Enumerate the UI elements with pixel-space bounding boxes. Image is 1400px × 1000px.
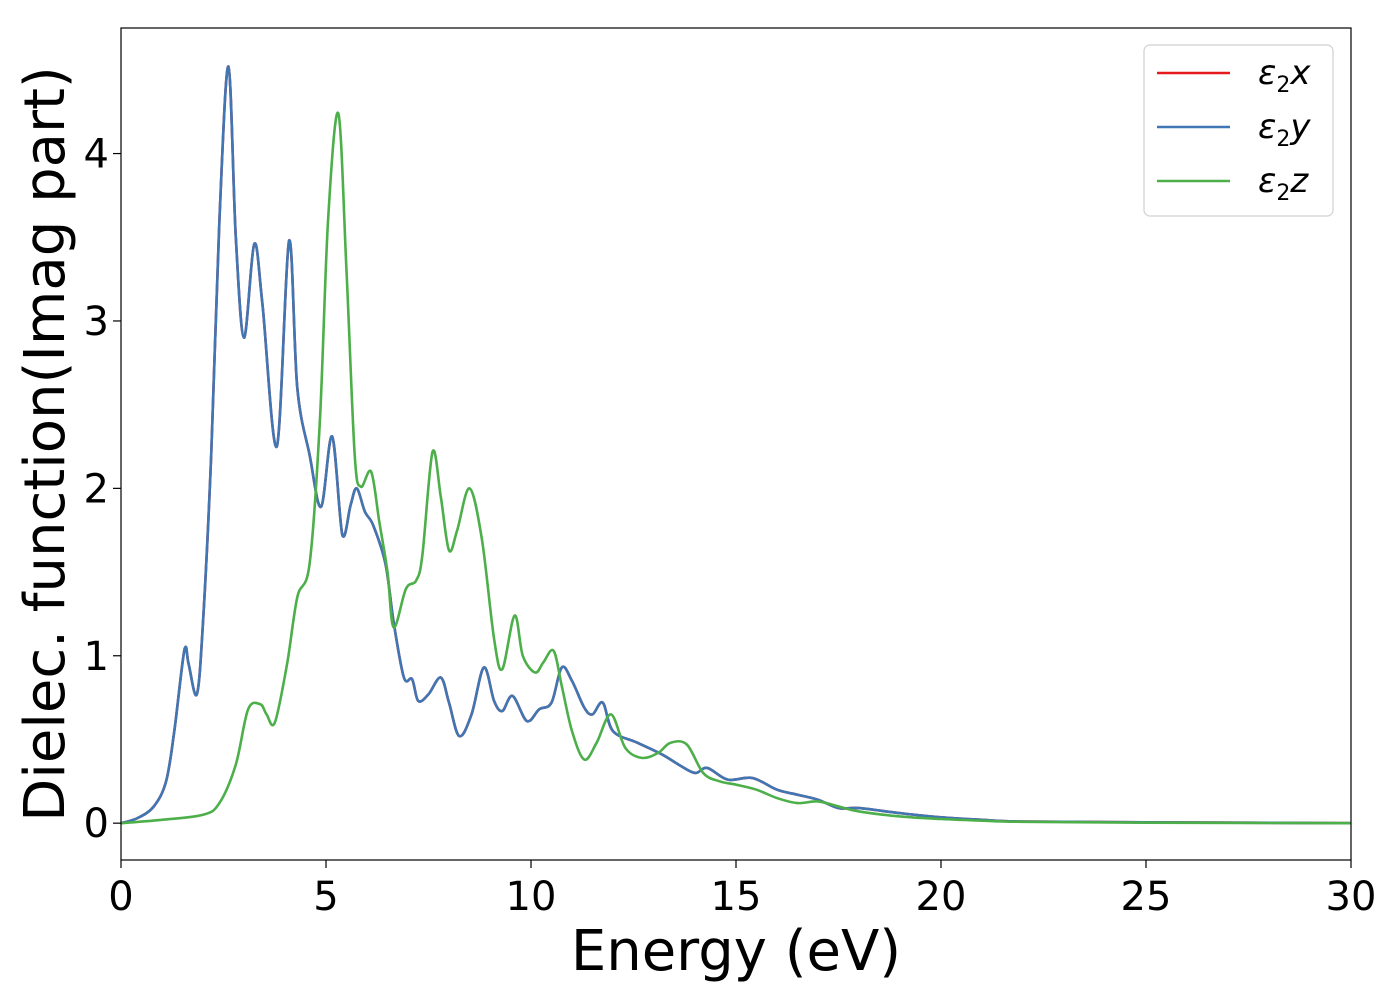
legend: ε2x ε2y ε2z xyxy=(1143,44,1334,217)
x-tick-label: 5 xyxy=(313,874,338,920)
y-tick-label: 0 xyxy=(84,801,109,847)
x-tick-label: 0 xyxy=(108,874,133,920)
x-tick-label: 25 xyxy=(1121,874,1172,920)
x-axis-label: Energy (eV) xyxy=(571,919,901,984)
series-line-y xyxy=(121,65,1351,825)
legend-box xyxy=(1143,44,1334,217)
legend-label-z: ε2z xyxy=(1258,161,1309,206)
y-tick-label: 1 xyxy=(84,634,109,680)
y-tick-label: 3 xyxy=(84,299,109,345)
y-axis: 0 1 2 3 4 xyxy=(84,132,121,847)
series-layer xyxy=(121,65,1351,825)
legend-items: ε2x ε2y ε2z xyxy=(1157,53,1311,206)
legend-label-y: ε2y xyxy=(1258,107,1311,152)
x-tick-label: 10 xyxy=(506,874,557,920)
series-line-z xyxy=(121,111,1351,825)
x-tick-label: 15 xyxy=(711,874,762,920)
y-axis-label: Dielec. function(Imag part) xyxy=(13,66,78,822)
x-tick-label: 20 xyxy=(916,874,967,920)
plot-area xyxy=(121,65,1351,825)
y-tick-label: 4 xyxy=(84,132,109,178)
legend-label-x: ε2x xyxy=(1258,53,1311,98)
y-tick-label: 2 xyxy=(84,466,109,512)
x-tick-label: 30 xyxy=(1326,874,1377,920)
x-axis: 0 5 10 15 20 25 30 xyxy=(108,860,1376,920)
